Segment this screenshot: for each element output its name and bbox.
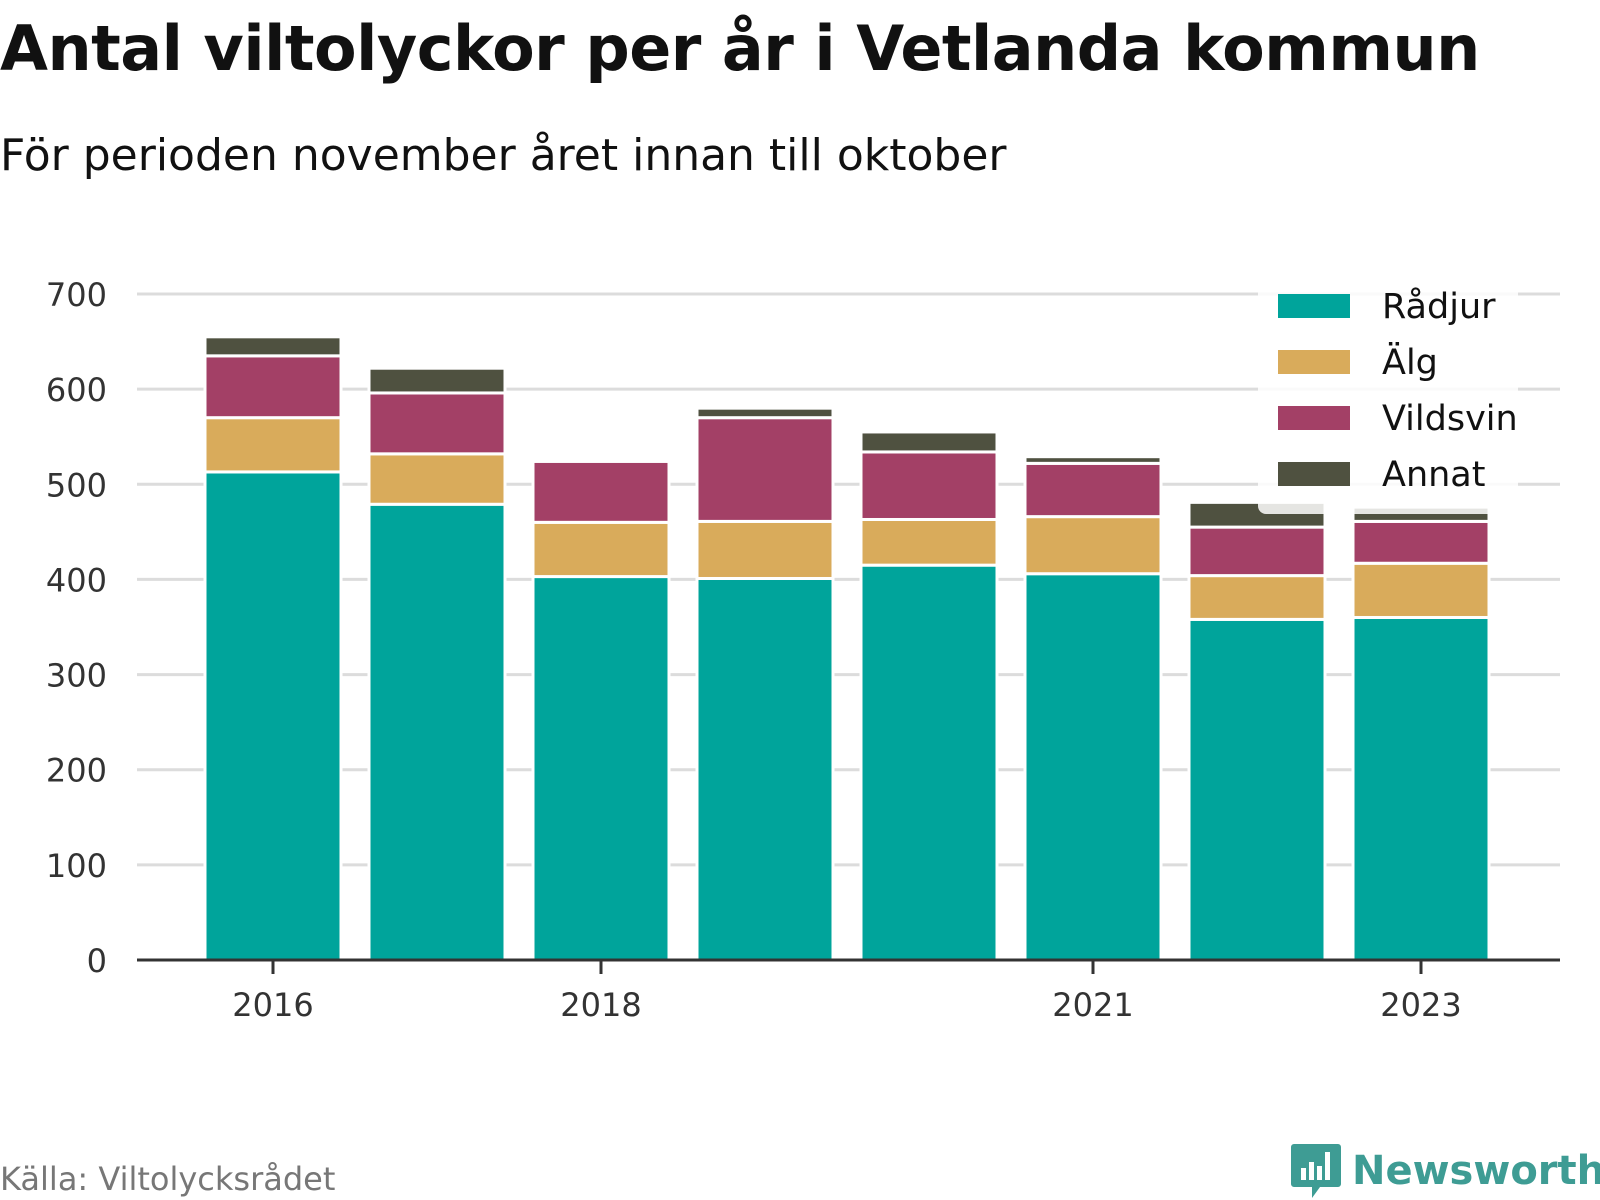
legend-swatch [1278, 406, 1350, 430]
brand-name: Newsworthy [1352, 1148, 1600, 1194]
legend-swatch [1278, 462, 1350, 486]
y-tick-label: 600 [46, 371, 107, 409]
x-tick-label: 2018 [560, 986, 641, 1024]
y-tick-label: 200 [46, 752, 107, 790]
bar-segment-radjur [859, 563, 999, 962]
legend-background [1258, 282, 1518, 514]
bar-segment-radjur [1187, 617, 1327, 962]
bar-segment-radjur [203, 470, 343, 962]
bar-segment-annat [1023, 455, 1163, 465]
legend-swatch [1278, 294, 1350, 318]
bar-segment-radjur [531, 575, 671, 962]
legend-label: Rådjur [1382, 286, 1496, 327]
chart-subtitle: För perioden november året innan till ok… [0, 130, 1007, 181]
bar-segment-radjur [1023, 572, 1163, 962]
bar-segment-annat [859, 430, 999, 454]
bar-segment-annat [695, 406, 835, 420]
bar-segment-vildsvin [1187, 525, 1327, 578]
bar-segment-annat [203, 335, 343, 358]
bar-segment-alg [695, 519, 835, 580]
x-tick-label: 2023 [1380, 986, 1461, 1024]
x-tick-label: 2021 [1052, 986, 1133, 1024]
chart-title: Antal viltolyckor per år i Vetlanda komm… [0, 12, 1480, 85]
bar-segment-vildsvin [1023, 461, 1163, 519]
newsworthy-logo-icon [1291, 1144, 1341, 1198]
bar-segment-vildsvin [367, 391, 507, 456]
bar-segment-alg [531, 520, 671, 579]
bar-segment-vildsvin [859, 450, 999, 521]
legend-label: Vildsvin [1382, 399, 1518, 439]
y-tick-label: 400 [46, 561, 107, 599]
legend-label: Älg [1382, 341, 1438, 383]
bar-segment-annat [1187, 500, 1327, 529]
bar-segment-vildsvin [531, 459, 671, 524]
source-note: Källa: Viltolycksrådet [0, 1160, 336, 1198]
bar-segment-vildsvin [1351, 519, 1491, 565]
legend-label: Annat [1382, 455, 1485, 495]
y-tick-label: 100 [46, 847, 107, 885]
bar-segment-vildsvin [203, 354, 343, 420]
y-tick-label: 300 [46, 657, 107, 695]
bar-segment-alg [203, 416, 343, 474]
bar-segment-alg [859, 517, 999, 567]
bar-segment-alg [1023, 515, 1163, 576]
bar-segment-annat [367, 366, 507, 395]
legend-swatch [1278, 350, 1350, 374]
bar-segment-vildsvin [695, 416, 835, 523]
bar-segment-alg [1187, 574, 1327, 621]
y-tick-label: 500 [46, 466, 107, 504]
bar-segment-radjur [367, 502, 507, 962]
y-tick-label: 0 [87, 942, 107, 980]
y-tick-label: 700 [46, 276, 107, 314]
bar-segment-radjur [1351, 615, 1491, 962]
brand-logo: Newsworthy [1290, 1142, 1600, 1200]
bar-segment-alg [1351, 561, 1491, 619]
bar-segment-alg [367, 452, 507, 506]
x-tick-label: 2016 [232, 986, 313, 1024]
bar-segment-radjur [695, 576, 835, 962]
